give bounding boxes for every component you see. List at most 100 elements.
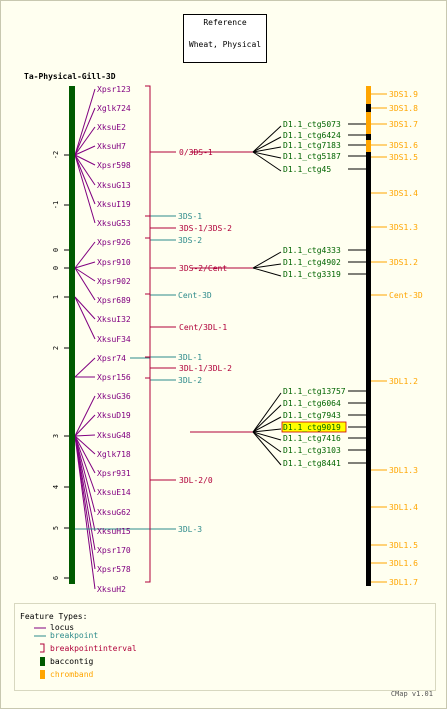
band-label-3dl1-7[interactable]: 3DL1.7 — [389, 578, 418, 587]
contig-fan-line — [252, 251, 282, 269]
chromband-segment[interactable] — [366, 140, 371, 152]
chromband-segment[interactable] — [366, 134, 371, 140]
locus-label-xksud19[interactable]: XksuD19 — [97, 411, 131, 420]
locus-connector — [74, 435, 96, 513]
breakpoint-label-3dl-1[interactable]: 3DL-1 — [178, 353, 202, 362]
locus-label-xpsr74[interactable]: Xpsr74 — [97, 354, 126, 363]
breakpoint-label-cent-3d[interactable]: Cent-3D — [178, 291, 212, 300]
locus-label-xpsr902[interactable]: Xpsr902 — [97, 277, 131, 286]
interval-label-1[interactable]: 3DS-1/3DS-2 — [179, 224, 232, 233]
locus-label-xksui19[interactable]: XksuI19 — [97, 200, 131, 209]
band-label-cent-3d[interactable]: Cent-3D — [389, 291, 423, 300]
band-label-3ds1-3[interactable]: 3DS1.3 — [389, 223, 418, 232]
chromband-segment[interactable] — [366, 152, 371, 162]
contig-fan-line — [252, 146, 282, 153]
contig-label-d1-1_ctg7416[interactable]: D1.1_ctg7416 — [283, 434, 341, 443]
contig-fan-line — [252, 136, 282, 153]
interval-label-5[interactable]: 3DL-2/0 — [179, 476, 213, 485]
breakpoint-interval-bracket[interactable] — [145, 356, 151, 379]
locus-label-xksue14[interactable]: XksuE14 — [97, 488, 131, 497]
chromband-segment[interactable] — [366, 104, 371, 112]
locus-label-xpsr123[interactable]: Xpsr123 — [97, 85, 131, 94]
locus-label-xksuh15[interactable]: XksuH15 — [97, 527, 131, 536]
chromband-segment[interactable] — [366, 118, 371, 134]
reference-box[interactable]: Reference Wheat, Physical — [183, 14, 267, 63]
locus-label-xksug13[interactable]: XksuG13 — [97, 181, 131, 190]
locus-label-xpsr931[interactable]: Xpsr931 — [97, 469, 131, 478]
locus-label-xpsr598[interactable]: Xpsr598 — [97, 161, 131, 170]
breakpoint-interval-bracket[interactable] — [145, 237, 151, 295]
contig-label-d1-1_ctg9019[interactable]: D1.1_ctg9019 — [283, 423, 341, 432]
band-label-3dl1-2[interactable]: 3DL1.2 — [389, 377, 418, 386]
band-label-3ds1-7[interactable]: 3DS1.7 — [389, 120, 418, 129]
locus-connector — [74, 261, 96, 269]
locus-connector — [74, 107, 96, 156]
band-label-3ds1-8[interactable]: 3DS1.8 — [389, 104, 418, 113]
axis-tick-label: 1 — [52, 295, 60, 299]
locus-label-xglk718[interactable]: Xglk718 — [97, 450, 131, 459]
contig-label-d1-1_ctg7183[interactable]: D1.1_ctg7183 — [283, 141, 341, 150]
contig-label-d1-1_ctg6064[interactable]: D1.1_ctg6064 — [283, 399, 341, 408]
locus-label-xksuh7[interactable]: XksuH7 — [97, 142, 126, 151]
interval-label-0[interactable]: 0/3DS-1 — [179, 148, 213, 157]
locus-label-xksuf34[interactable]: XksuF34 — [97, 335, 131, 344]
breakpoint-interval-bracket[interactable] — [145, 377, 151, 583]
locus-label-xpsr156[interactable]: Xpsr156 — [97, 373, 131, 382]
interval-label-4[interactable]: 3DL-1/3DL-2 — [179, 364, 232, 373]
breakpoint-label-3ds-2[interactable]: 3DS-2 — [178, 236, 202, 245]
breakpoint-label-3dl-2[interactable]: 3DL-2 — [178, 376, 202, 385]
band-label-3ds1-2[interactable]: 3DS1.2 — [389, 258, 418, 267]
band-label-3ds1-9[interactable]: 3DS1.9 — [389, 90, 418, 99]
locus-connector — [74, 126, 96, 156]
breakpoint-interval-bracket[interactable] — [145, 215, 151, 239]
map-title[interactable]: Ta-Physical-Gill-3D — [24, 72, 116, 81]
breakpoint-interval-bracket[interactable] — [145, 293, 151, 358]
locus-label-xpsr910[interactable]: Xpsr910 — [97, 258, 131, 267]
axis-tick-label: 0 — [52, 248, 60, 252]
locus-connector — [74, 414, 96, 437]
locus-label-xksue2[interactable]: XksuE2 — [97, 123, 126, 132]
breakpoint-label-3ds-1[interactable]: 3DS-1 — [178, 212, 202, 221]
locus-label-xksug48[interactable]: XksuG48 — [97, 431, 131, 440]
band-label-3ds1-4[interactable]: 3DS1.4 — [389, 189, 418, 198]
locus-label-xglk724[interactable]: Xglk724 — [97, 104, 131, 113]
breakpoint-interval-bracket[interactable] — [145, 85, 151, 217]
interval-label-3[interactable]: Cent/3DL-1 — [179, 323, 227, 332]
band-label-3ds1-5[interactable]: 3DS1.5 — [389, 153, 418, 162]
contig-label-d1-1_ctg3103[interactable]: D1.1_ctg3103 — [283, 446, 341, 455]
contig-label-d1-1_ctg5187[interactable]: D1.1_ctg5187 — [283, 152, 341, 161]
locus-label-xksug62[interactable]: XksuG62 — [97, 508, 131, 517]
contig-fan-line — [252, 392, 282, 433]
locus-label-xksug53[interactable]: XksuG53 — [97, 219, 131, 228]
contig-label-d1-1_ctg4902[interactable]: D1.1_ctg4902 — [283, 258, 341, 267]
contig-label-d1-1_ctg3319[interactable]: D1.1_ctg3319 — [283, 270, 341, 279]
band-label-3ds1-6[interactable]: 3DS1.6 — [389, 141, 418, 150]
chromband-segment[interactable] — [366, 162, 371, 586]
locus-label-xpsr170[interactable]: Xpsr170 — [97, 546, 131, 555]
contig-label-d1-1_ctg13757[interactable]: D1.1_ctg13757 — [283, 387, 346, 396]
band-label-3dl1-4[interactable]: 3DL1.4 — [389, 503, 418, 512]
contig-label-d1-1_ctg45[interactable]: D1.1_ctg45 — [283, 165, 331, 174]
contig-label-d1-1_ctg7943[interactable]: D1.1_ctg7943 — [283, 411, 341, 420]
contig-label-d1-1_ctg6424[interactable]: D1.1_ctg6424 — [283, 131, 341, 140]
contig-label-d1-1_ctg4333[interactable]: D1.1_ctg4333 — [283, 246, 341, 255]
chromband-segment[interactable] — [366, 112, 371, 118]
locus-label-xpsr689[interactable]: Xpsr689 — [97, 296, 131, 305]
band-label-3dl1-5[interactable]: 3DL1.5 — [389, 541, 418, 550]
locus-label-xksui32[interactable]: XksuI32 — [97, 315, 131, 324]
locus-label-xksuh2[interactable]: XksuH2 — [97, 585, 126, 594]
legend-item-locus: locus — [50, 623, 75, 632]
locus-label-xpsr926[interactable]: Xpsr926 — [97, 238, 131, 247]
locus-label-xpsr578[interactable]: Xpsr578 — [97, 565, 131, 574]
locus-label-xksug36[interactable]: XksuG36 — [97, 392, 131, 401]
baccontig-bar[interactable] — [69, 86, 75, 584]
locus-connector — [74, 88, 96, 156]
band-label-3dl1-3[interactable]: 3DL1.3 — [389, 466, 418, 475]
contig-label-d1-1_ctg5073[interactable]: D1.1_ctg5073 — [283, 120, 341, 129]
contig-label-d1-1_ctg8441[interactable]: D1.1_ctg8441 — [283, 459, 341, 468]
chromband-segment[interactable] — [366, 86, 371, 104]
breakpoint-label-3dl-3[interactable]: 3DL-3 — [178, 525, 202, 534]
interval-label-2[interactable]: 3DS-2/Cent — [179, 264, 227, 273]
legend-title: Feature Types: — [20, 612, 88, 621]
band-label-3dl1-6[interactable]: 3DL1.6 — [389, 559, 418, 568]
